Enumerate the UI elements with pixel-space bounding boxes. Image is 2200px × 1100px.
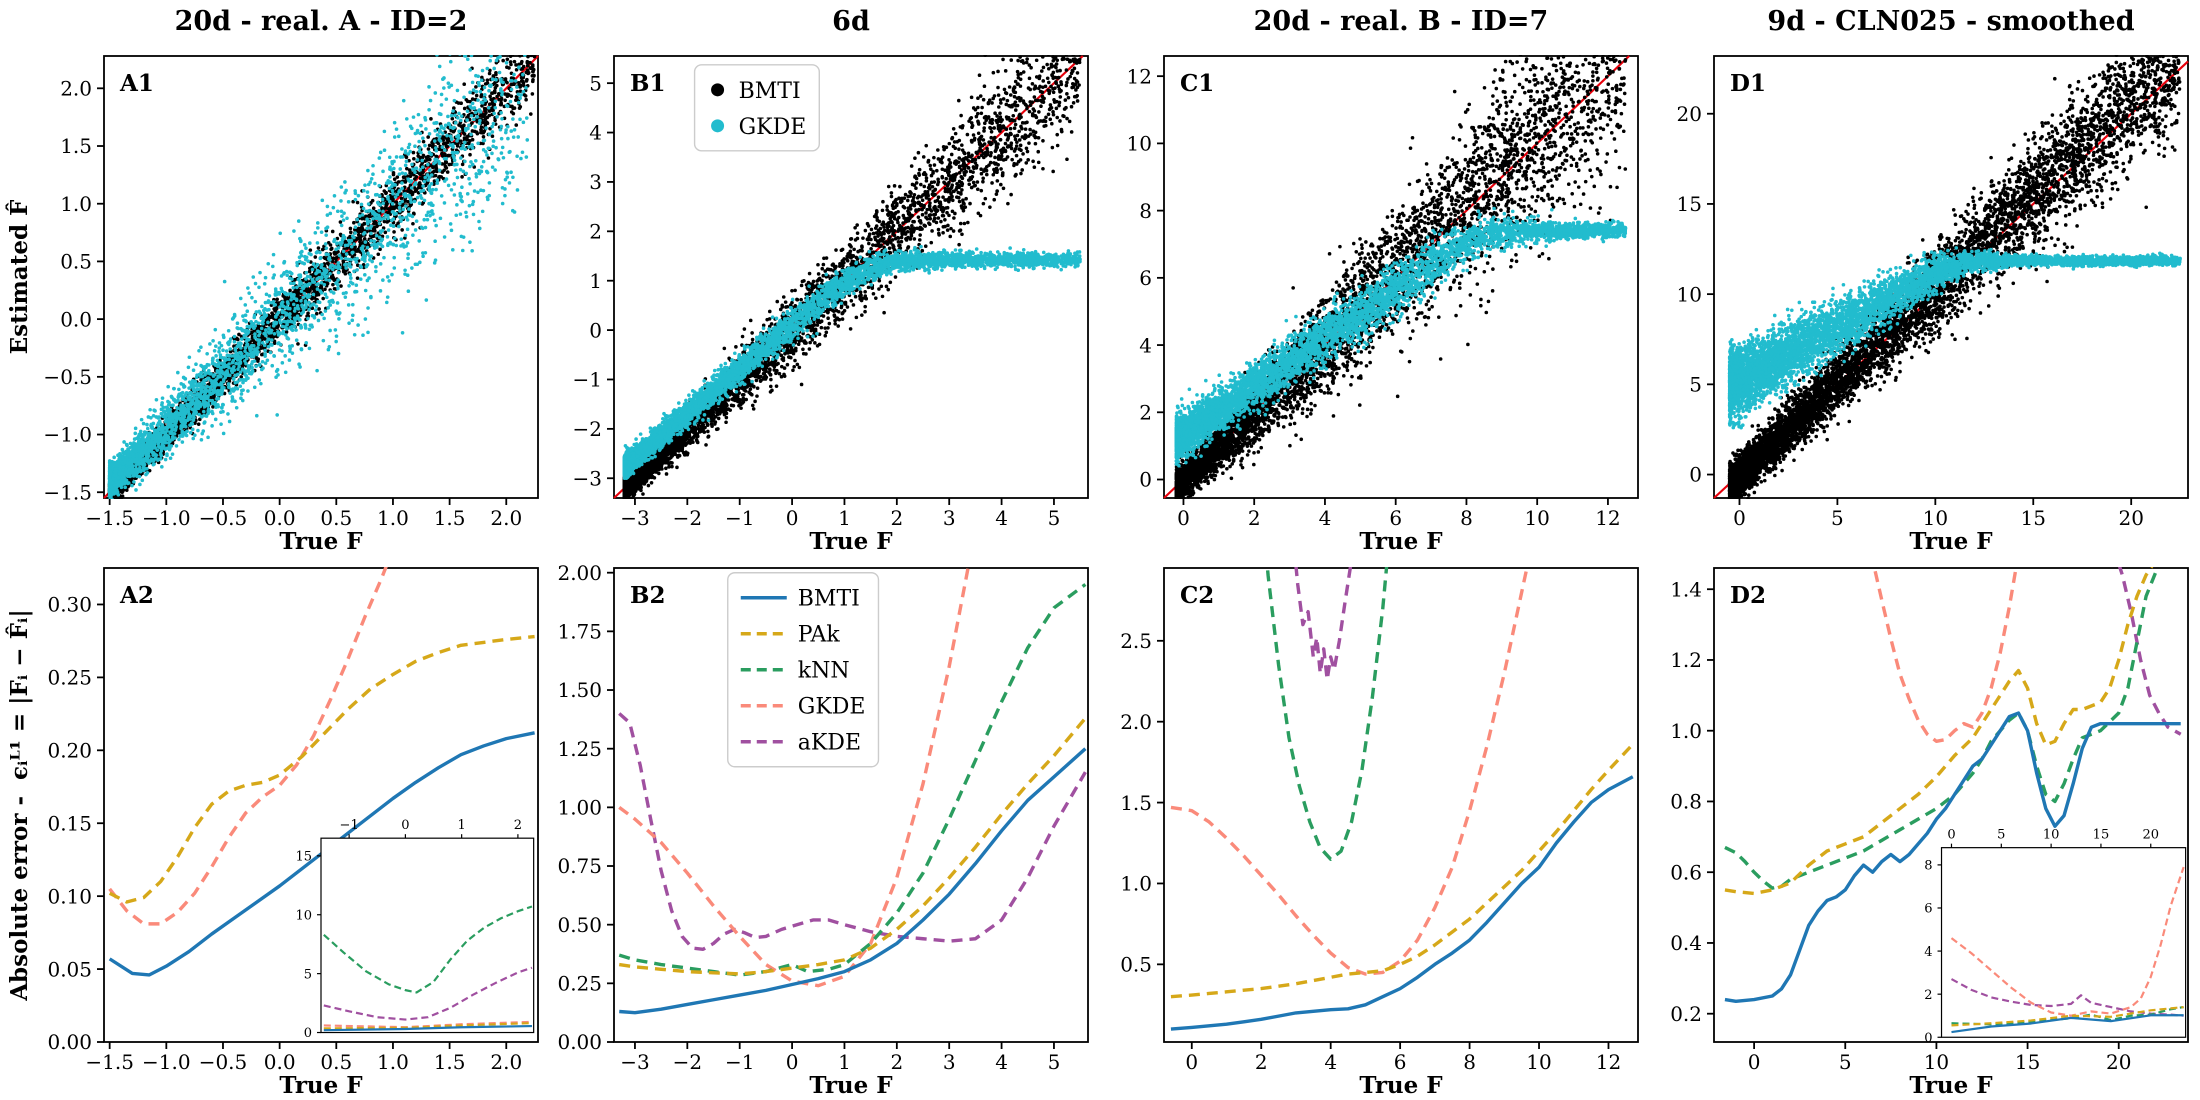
panel-a2-error-lines [0,556,550,1100]
column-title-1: 20d - real. A - ID=2 [174,6,468,37]
panel-d2-error-lines [1650,556,2200,1100]
column-title-3: 20d - real. B - ID=7 [1253,6,1549,37]
panel-c1-scatter [1100,44,1650,556]
column-title-4: 9d - CLN025 - smoothed [1767,6,2135,37]
panel-b2-error-lines [550,556,1100,1100]
panel-b1-scatter [550,44,1100,556]
panel-a1-scatter [0,44,550,556]
panel-c2-error-lines [1100,556,1650,1100]
column-title-2: 6d [832,6,870,37]
panel-d1-scatter [1650,44,2200,556]
